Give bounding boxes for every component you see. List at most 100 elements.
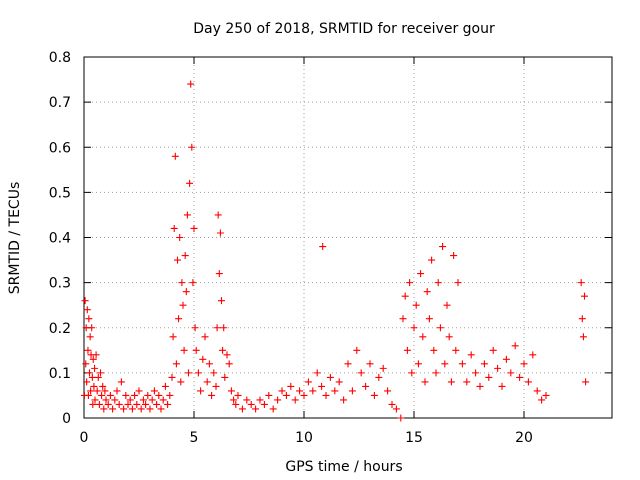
data-point xyxy=(256,396,264,404)
data-point xyxy=(142,400,150,408)
data-point xyxy=(139,396,147,404)
data-point xyxy=(84,346,92,354)
data-point xyxy=(172,360,180,368)
data-point xyxy=(201,333,209,341)
y-axis-label: SRMTID / TECUs xyxy=(7,182,23,295)
data-point xyxy=(170,224,178,232)
data-point xyxy=(331,387,339,395)
data-point xyxy=(189,279,197,287)
data-point xyxy=(524,378,532,386)
data-point xyxy=(533,387,541,395)
y-tick-label: 0.7 xyxy=(49,95,71,111)
data-point xyxy=(176,234,184,241)
data-point xyxy=(230,396,238,404)
data-point xyxy=(282,391,290,399)
data-point xyxy=(212,382,220,390)
data-point xyxy=(146,405,154,413)
data-point xyxy=(220,324,228,332)
data-point xyxy=(89,400,97,408)
chart-title: Day 250 of 2018, SRMTID for receiver gou… xyxy=(193,21,495,37)
data-point xyxy=(159,396,167,404)
data-point xyxy=(104,400,112,408)
data-point xyxy=(221,373,229,381)
y-tick-label: 0.3 xyxy=(49,276,71,292)
data-point xyxy=(507,369,515,377)
x-tick-label: 15 xyxy=(405,430,423,446)
y-tick-label: 0 xyxy=(62,411,71,427)
data-point xyxy=(175,315,183,323)
data-point xyxy=(218,297,225,305)
data-point xyxy=(234,391,242,399)
data-point xyxy=(232,400,240,408)
data-point xyxy=(463,378,471,386)
data-point xyxy=(199,355,207,363)
data-point xyxy=(450,252,458,260)
data-point xyxy=(144,391,152,399)
y-tick-label: 0.1 xyxy=(49,366,71,382)
data-point xyxy=(117,378,125,386)
data-point xyxy=(436,324,444,332)
data-point xyxy=(227,387,235,395)
data-point xyxy=(476,382,484,390)
data-point xyxy=(177,378,185,386)
data-point xyxy=(126,396,134,404)
data-point xyxy=(82,360,90,368)
data-point xyxy=(88,373,96,381)
data-point xyxy=(135,387,143,395)
data-point xyxy=(155,391,163,399)
data-point xyxy=(581,292,588,300)
data-point xyxy=(182,288,190,296)
data-point xyxy=(174,256,181,264)
data-point xyxy=(137,405,145,413)
x-tick-label: 10 xyxy=(295,430,313,446)
data-point xyxy=(296,387,304,395)
data-point xyxy=(183,211,191,219)
data-point xyxy=(428,256,436,264)
data-point xyxy=(278,387,286,395)
data-point xyxy=(194,369,202,377)
data-point xyxy=(340,396,348,404)
data-point xyxy=(408,369,416,377)
data-point xyxy=(485,373,493,381)
data-point xyxy=(399,315,407,323)
data-point xyxy=(265,391,273,399)
data-point xyxy=(388,400,396,408)
data-point xyxy=(439,243,447,251)
data-point xyxy=(98,391,106,399)
data-points xyxy=(80,80,590,422)
data-point xyxy=(213,324,221,332)
data-point xyxy=(403,346,411,354)
data-point xyxy=(205,360,213,368)
data-point xyxy=(322,391,330,399)
data-point xyxy=(578,315,586,323)
data-point xyxy=(161,382,169,390)
data-point xyxy=(291,396,299,404)
data-point xyxy=(502,355,510,363)
data-point xyxy=(472,369,480,377)
data-point xyxy=(454,279,462,287)
data-point xyxy=(86,369,93,377)
data-point xyxy=(93,387,101,395)
data-point xyxy=(150,387,158,395)
data-point xyxy=(458,360,466,368)
data-point xyxy=(243,396,251,404)
data-point xyxy=(397,414,405,422)
data-point xyxy=(131,391,139,399)
data-point xyxy=(480,360,488,368)
data-point xyxy=(181,252,189,260)
data-point xyxy=(443,301,451,309)
data-point xyxy=(216,229,224,237)
data-point xyxy=(498,382,506,390)
data-point xyxy=(88,324,96,332)
data-point xyxy=(269,405,277,413)
data-point xyxy=(171,152,179,160)
data-point xyxy=(102,396,110,404)
data-point xyxy=(421,378,429,386)
data-point xyxy=(511,342,519,350)
data-point xyxy=(86,333,94,341)
data-point xyxy=(186,179,194,187)
data-point xyxy=(432,369,440,377)
data-point xyxy=(223,351,231,359)
data-point xyxy=(430,346,438,354)
data-point xyxy=(445,333,453,341)
